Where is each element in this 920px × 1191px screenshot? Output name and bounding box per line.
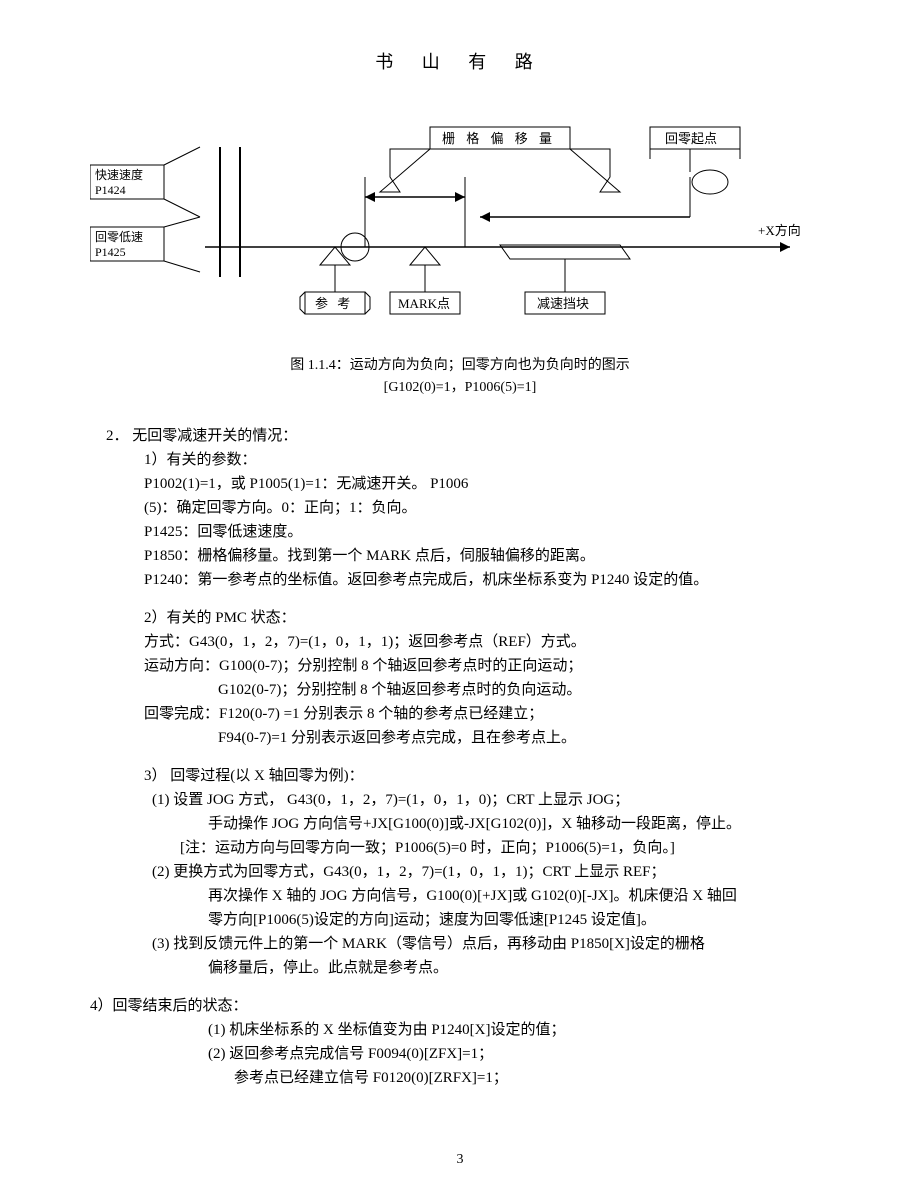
page-header: 书 山 有 路 — [90, 48, 830, 77]
svg-text:P1425: P1425 — [95, 245, 126, 259]
s2-3-1c: [注：运动方向与回零方向一致；P1006(5)=0 时，正向；P1006(5)=… — [180, 836, 830, 860]
section-2-title: 2． 无回零减速开关的情况： — [128, 424, 830, 448]
page-number: 3 — [0, 1149, 920, 1171]
svg-text:MARK点: MARK点 — [398, 296, 450, 311]
s2-1b: (5)：确定回零方向。0：正向；1：负向。 — [144, 496, 830, 520]
s2-3-1b: 手动操作 JOG 方向信号+JX[G100(0)]或-JX[G102(0)]，X… — [208, 812, 830, 836]
svg-text:栅 格 偏 移 量: 栅 格 偏 移 量 — [442, 131, 556, 146]
s2-3: 3） 回零过程(以 X 轴回零为例)： — [144, 764, 830, 788]
caption-line-2: [G102(0)=1，P1006(5)=1] — [90, 377, 830, 399]
s2-2: 2）有关的 PMC 状态： — [144, 606, 830, 630]
diagram-svg: 快速速度 P1424 回零低速 P1425 +X方向 栅 格 偏 移 量 回零起 — [90, 117, 830, 347]
s2-3-2b: 再次操作 X 轴的 JOG 方向信号，G100(0)[+JX]或 G102(0)… — [208, 884, 830, 908]
caption-line-1: 图 1.1.4：运动方向为负向；回零方向也为负向时的图示 — [90, 355, 830, 377]
svg-text:P1424: P1424 — [95, 183, 126, 197]
s4: 4）回零结束后的状态： — [90, 994, 830, 1018]
s2-2e: F94(0-7)=1 分别表示返回参考点完成，且在参考点上。 — [218, 726, 830, 750]
s2-1c: P1425：回零低速速度。 — [144, 520, 830, 544]
s2-3-2c: 零方向[P1006(5)设定的方向]运动；速度为回零低速[P1245 设定值]。 — [208, 908, 830, 932]
svg-text:快速速度: 快速速度 — [95, 167, 143, 182]
figure-caption: 图 1.1.4：运动方向为负向；回零方向也为负向时的图示 [G102(0)=1，… — [90, 355, 830, 400]
s2-2a: 方式：G43(0，1，2，7)=(1，0，1，1)；返回参考点（REF）方式。 — [144, 630, 830, 654]
s2-1d: P1850：栅格偏移量。找到第一个 MARK 点后，伺服轴偏移的距离。 — [144, 544, 830, 568]
svg-text:回零低速: 回零低速 — [95, 230, 143, 244]
s2-2b: 运动方向：G100(0-7)；分别控制 8 个轴返回参考点时的正向运动； — [144, 654, 830, 678]
s2-3-2a: (2) 更换方式为回零方式，G43(0，1，2，7)=(1，0，1，1)；CRT… — [180, 860, 830, 884]
svg-text:回零起点: 回零起点 — [665, 131, 717, 146]
s2-2c: G102(0-7)；分别控制 8 个轴返回参考点时的负向运动。 — [218, 678, 830, 702]
s2-2d: 回零完成：F120(0-7) =1 分别表示 8 个轴的参考点已经建立； — [144, 702, 830, 726]
svg-text:减速挡块: 减速挡块 — [537, 296, 589, 311]
s4-3: 参考点已经建立信号 F0120(0)[ZRFX]=1； — [234, 1066, 830, 1090]
s4-1: (1) 机床坐标系的 X 坐标值变为由 P1240[X]设定的值； — [208, 1018, 830, 1042]
svg-text:+X方向: +X方向 — [758, 223, 801, 238]
s2-1: 1）有关的参数： — [144, 448, 830, 472]
s4-2: (2) 返回参考点完成信号 F0094(0)[ZFX]=1； — [208, 1042, 830, 1066]
s2-3-1a: (1) 设置 JOG 方式， G43(0，1，2，7)=(1，0，1，0)；CR… — [180, 788, 830, 812]
s2-3-3a: (3) 找到反馈元件上的第一个 MARK（零信号）点后，再移动由 P1850[X… — [180, 932, 830, 956]
svg-text:参 考: 参 考 — [315, 296, 353, 311]
s2-1e: P1240：第一参考点的坐标值。返回参考点完成后，机床坐标系变为 P1240 设… — [144, 568, 830, 592]
s2-3-3b: 偏移量后，停止。此点就是参考点。 — [208, 956, 830, 980]
figure-diagram: 快速速度 P1424 回零低速 P1425 +X方向 栅 格 偏 移 量 回零起 — [90, 117, 830, 347]
s2-1a: P1002(1)=1，或 P1005(1)=1：无减速开关。 P1006 — [144, 472, 830, 496]
